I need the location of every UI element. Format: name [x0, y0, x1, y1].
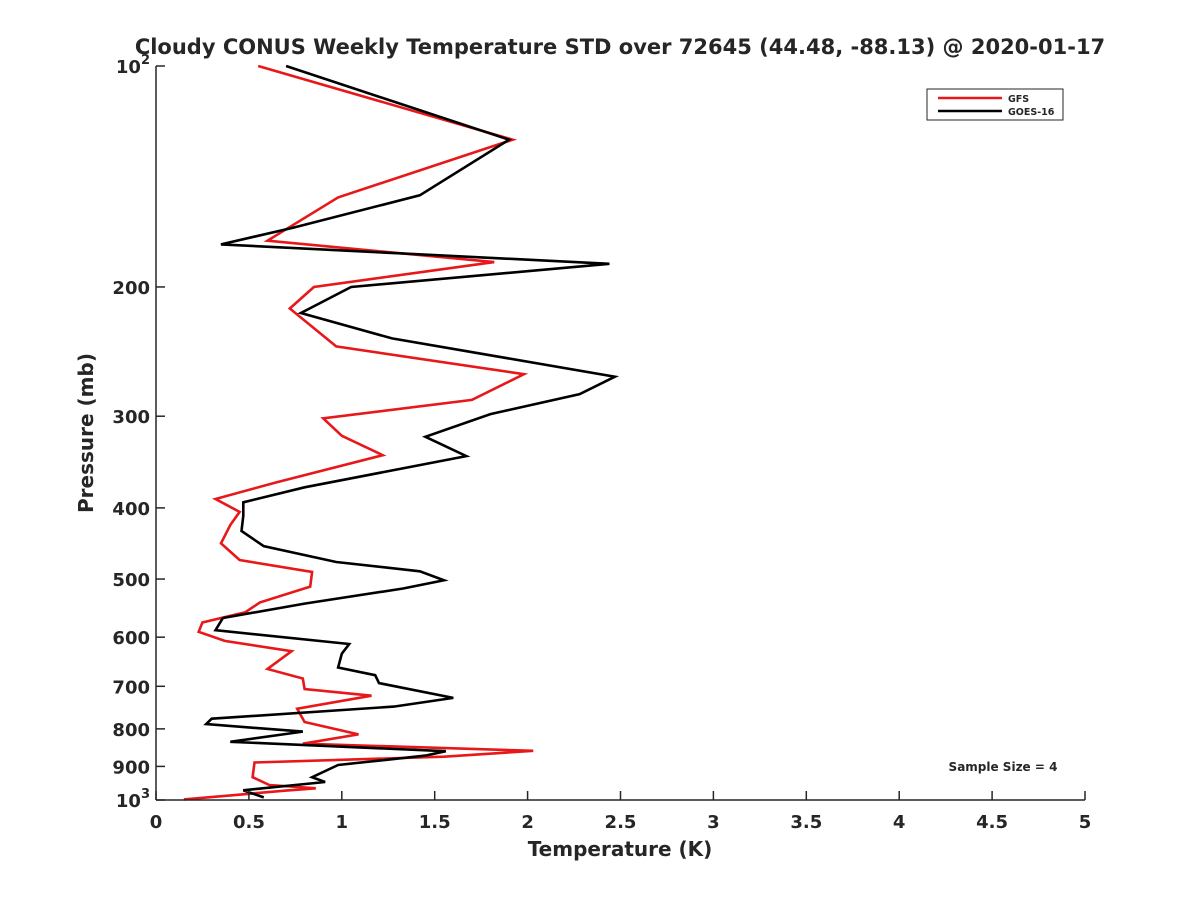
- y-tick-label: 600: [112, 628, 150, 649]
- x-tick-label: 1.5: [419, 812, 451, 833]
- y-tick-label: 200: [112, 278, 150, 299]
- x-tick-label: 3.5: [790, 812, 822, 833]
- plot-lines: [183, 64, 620, 801]
- x-ticks: 0 0.5 1 1.5 2 2.5 3 3.5 4 4.5 5: [150, 791, 1092, 833]
- y-tick-label: 400: [112, 499, 150, 520]
- y-tick-label: 700: [112, 677, 150, 698]
- sample-size-annotation: Sample Size = 4: [949, 760, 1058, 774]
- legend-box: [926, 88, 1064, 121]
- series-line-gfs: [183, 64, 534, 801]
- y-tick-label: 900: [112, 757, 150, 778]
- x-tick-label: 4: [893, 812, 906, 833]
- y-tick-label: 102: [116, 53, 150, 78]
- x-tick-label: 1: [336, 812, 349, 833]
- x-tick-label: 2.5: [605, 812, 637, 833]
- x-tick-label: 5: [1079, 812, 1092, 833]
- series-line-goes-16: [203, 64, 620, 799]
- y-tick-label: 103: [116, 787, 150, 812]
- x-axis-label: Temperature (K): [528, 837, 713, 861]
- y-tick-label: 500: [112, 570, 150, 591]
- y-tick-label: 300: [112, 407, 150, 428]
- y-axis-label: Pressure (mb): [74, 353, 98, 513]
- y-tick-label: 800: [112, 720, 150, 741]
- x-tick-label: 0: [150, 812, 163, 833]
- x-tick-label: 0.5: [233, 812, 265, 833]
- x-tick-label: 2: [521, 812, 534, 833]
- chart-title: Cloudy CONUS Weekly Temperature STD over…: [135, 35, 1105, 59]
- x-tick-label: 4.5: [976, 812, 1008, 833]
- legend: GFS GOES-16: [926, 88, 1064, 121]
- legend-label-goes-16: GOES-16: [1008, 107, 1055, 118]
- y-ticks: 102 200 300 400 500 600 700 800 900 103: [112, 53, 165, 812]
- x-tick-label: 3: [707, 812, 720, 833]
- legend-label-gfs: GFS: [1008, 94, 1029, 105]
- axes: [155, 66, 1085, 801]
